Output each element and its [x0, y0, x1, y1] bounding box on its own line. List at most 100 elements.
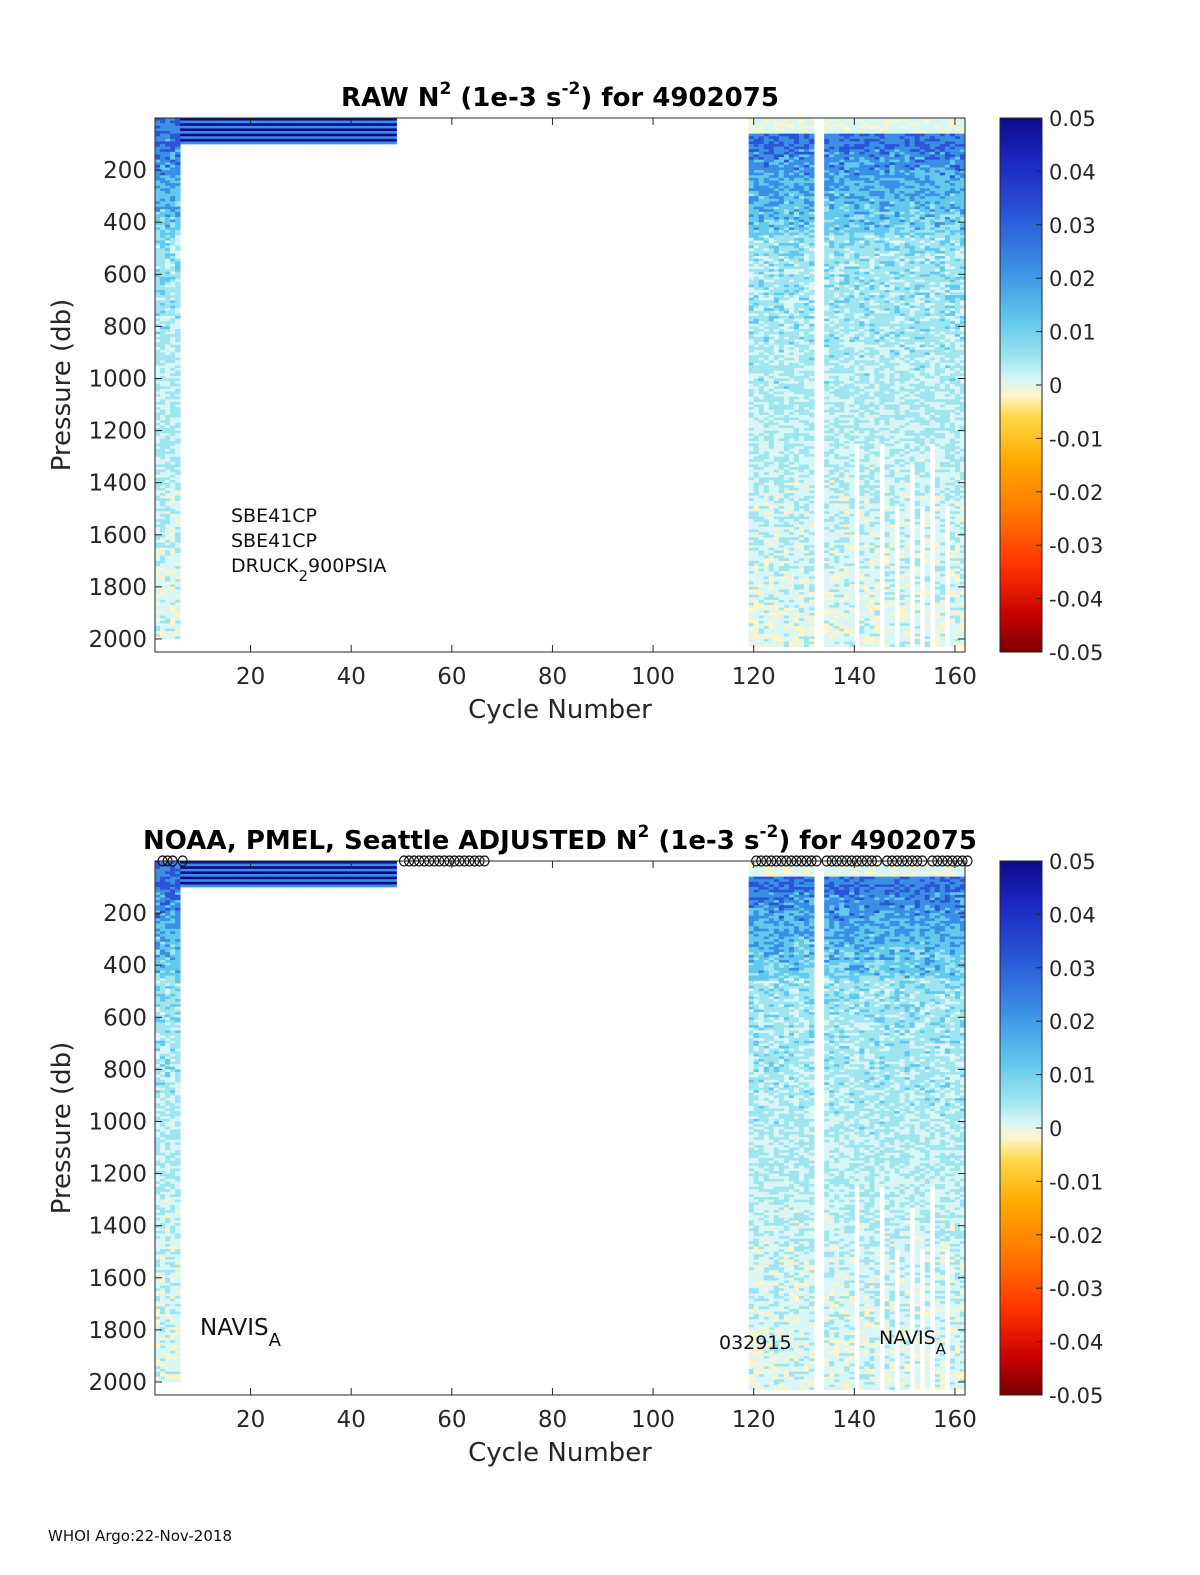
heatmap-cell	[225, 133, 231, 137]
heatmap-cell	[758, 120, 765, 124]
heatmap-cell	[155, 188, 161, 192]
heatmap-cell	[763, 383, 770, 387]
heatmap-cell	[305, 128, 312, 132]
heatmap-cell	[809, 448, 815, 452]
heatmap-cell	[763, 373, 770, 377]
heatmap-cell	[798, 211, 805, 215]
heatmap-cell	[768, 352, 775, 356]
heatmap-cell	[773, 256, 780, 259]
heatmap-cell	[753, 579, 760, 582]
heatmap-cell	[824, 365, 830, 369]
heatmap-cell	[804, 240, 810, 244]
heatmap-cell	[753, 401, 760, 405]
heatmap-cell	[824, 248, 830, 252]
heatmap-cell	[768, 253, 775, 257]
heatmap-cell	[773, 537, 780, 541]
heatmap-cell	[788, 214, 795, 218]
heatmap-cell	[798, 641, 805, 645]
heatmap-cell	[783, 537, 790, 541]
heatmap-cell	[783, 534, 790, 538]
heatmap-cell	[834, 274, 840, 278]
heatmap-cell	[783, 342, 790, 345]
heatmap-cell	[768, 594, 775, 598]
heatmap-cell	[175, 526, 181, 530]
heatmap-cell	[834, 407, 840, 411]
heatmap-cell	[170, 308, 176, 312]
heatmap-cell	[155, 602, 161, 606]
heatmap-cell	[829, 235, 835, 239]
heatmap-cell	[804, 500, 810, 504]
heatmap-cell	[748, 388, 755, 392]
heatmap-cell	[155, 537, 161, 541]
heatmap-cell	[758, 500, 765, 504]
heatmap-cell	[824, 190, 830, 194]
heatmap-cell	[798, 128, 805, 132]
heatmap-cell	[824, 355, 830, 358]
heatmap-cell	[175, 151, 181, 155]
heatmap-cell	[793, 490, 800, 494]
heatmap-cell	[165, 128, 171, 132]
heatmap-cell	[809, 355, 815, 358]
heatmap-cell	[758, 326, 765, 330]
heatmap-cell	[809, 295, 815, 299]
heatmap-cell	[748, 542, 755, 546]
heatmap-cell	[834, 594, 840, 598]
heatmap-cell	[160, 589, 166, 593]
heatmap-cell	[768, 383, 775, 387]
heatmap-cell	[824, 605, 830, 609]
heatmap-cell	[773, 167, 780, 171]
heatmap-cell	[758, 256, 765, 259]
heatmap-cell	[829, 516, 835, 520]
heatmap-cell	[839, 399, 845, 403]
heatmap-cell	[824, 516, 830, 520]
heatmap-cell	[170, 610, 176, 614]
heatmap-cell	[155, 566, 161, 569]
heatmap-cell	[175, 352, 181, 356]
heatmap-cell	[758, 407, 765, 411]
heatmap-cell	[829, 269, 835, 272]
heatmap-cell	[170, 365, 176, 369]
heatmap-cell	[155, 368, 161, 371]
heatmap-cell	[180, 133, 186, 137]
heatmap-cell	[844, 355, 850, 358]
heatmap-cell	[170, 128, 176, 132]
heatmap-cell	[768, 237, 775, 241]
heatmap-cell	[793, 383, 800, 387]
heatmap-cell	[839, 263, 845, 267]
heatmap-cell	[763, 461, 770, 465]
heatmap-cell	[160, 477, 166, 481]
heatmap-cell	[798, 610, 805, 614]
heatmap-cell	[839, 373, 845, 377]
heatmap-cell	[326, 120, 332, 124]
heatmap-cell	[180, 123, 186, 127]
heatmap-cell	[773, 487, 780, 491]
heatmap-cell	[155, 558, 161, 562]
heatmap-cell	[824, 305, 830, 309]
heatmap-cell	[748, 188, 755, 192]
heatmap-cell	[305, 120, 312, 124]
heatmap-cell	[175, 623, 181, 627]
heatmap-cell	[788, 641, 795, 645]
heatmap-cell	[783, 623, 790, 627]
heatmap-cell	[829, 576, 835, 580]
heatmap-cell	[175, 334, 181, 338]
heatmap-cell	[160, 534, 166, 538]
heatmap-cell	[763, 454, 770, 457]
heatmap-cell	[829, 342, 835, 345]
heatmap-cell	[778, 401, 785, 405]
heatmap-cell	[839, 547, 845, 551]
heatmap-cell	[773, 261, 780, 265]
heatmap-cell	[788, 430, 795, 434]
heatmap-cell	[798, 227, 805, 231]
heatmap-cell	[160, 297, 166, 301]
heatmap-cell	[798, 550, 805, 554]
heatmap-cell	[753, 417, 760, 421]
heatmap-cell	[778, 175, 785, 179]
heatmap-cell	[748, 425, 755, 429]
heatmap-cell	[346, 136, 352, 140]
heatmap-cell	[160, 313, 166, 317]
heatmap-cell	[155, 451, 161, 455]
heatmap-cell	[175, 534, 181, 538]
heatmap-cell	[809, 576, 815, 580]
heatmap-cell	[834, 339, 840, 343]
